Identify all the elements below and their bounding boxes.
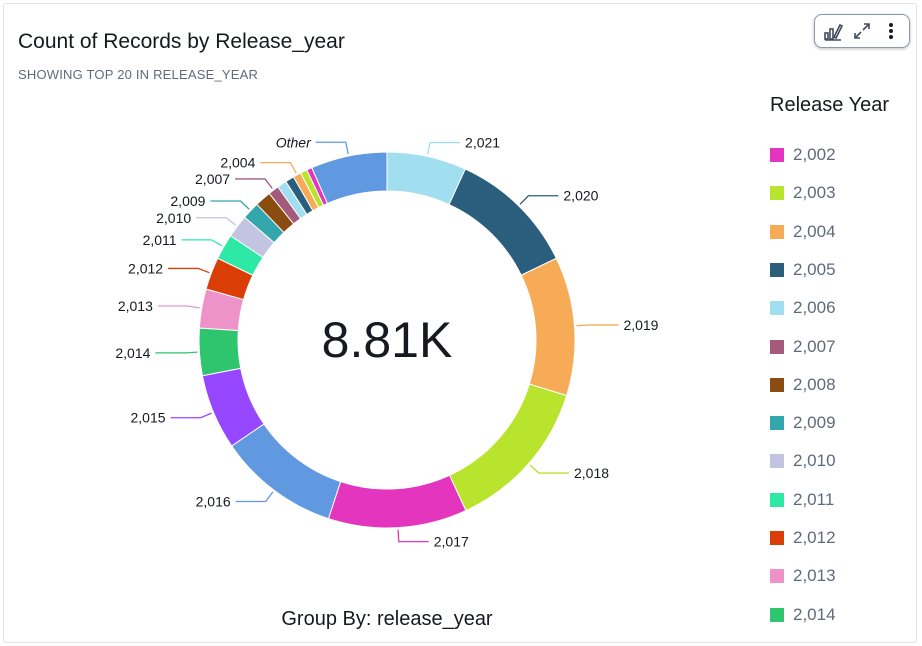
legend-item[interactable]: 2,006 [770,295,910,321]
slice-leader-line [576,324,619,327]
slice-label: 2,015 [131,410,166,426]
legend-label: 2,012 [793,528,836,547]
format-visual-button[interactable] [821,19,845,43]
slice-leader-line [170,412,212,419]
slice-leader-line [181,239,223,247]
visual-title: Count of Records by Release_year [18,30,345,53]
slice-leader-line [155,351,198,354]
more-options-icon [888,23,893,39]
legend-item[interactable]: 2,012 [770,525,910,551]
slice-label: 2,013 [118,298,153,314]
visual-card: Count of Records by Release_year SHOWING… [3,3,917,643]
slice-label: Other [276,134,312,150]
legend-label: 2,007 [793,336,836,356]
legend-swatch [770,148,784,162]
more-options-button[interactable] [879,19,903,43]
format-visual-icon [824,23,844,41]
visual-toolbar [814,14,910,48]
donut-slice[interactable] [327,474,467,529]
legend-item[interactable]: 2,004 [770,219,910,245]
slice-leader-line [397,529,429,543]
legend-swatch [770,454,784,469]
slice-leader-line [260,161,297,174]
legend-item[interactable]: 2,010 [770,448,910,474]
donut-slice[interactable] [231,423,342,520]
legend-label: 2,008 [793,374,836,394]
slice-leader-line [210,200,250,210]
legend-swatch [770,301,784,316]
slice-label: 2,011 [143,232,177,248]
legend-swatch [770,224,784,239]
legend-label: 2,005 [793,259,836,279]
legend-item[interactable]: 2,013 [770,563,910,589]
slice-leader-line [426,141,461,155]
slice-label: 2,017 [434,534,469,550]
legend-swatch [770,186,784,201]
slice-label: 2,018 [574,465,609,481]
slice-leader-line [519,195,559,205]
legend-item[interactable]: 2,014 [770,602,910,628]
expand-button[interactable] [850,19,874,43]
slice-leader-line [168,267,210,274]
legend-swatch [770,262,784,277]
legend-item[interactable]: 2,008 [770,372,910,398]
legend-item[interactable]: 2,009 [770,410,910,436]
legend-swatch [770,377,784,392]
legend-swatch [770,569,784,584]
donut-slice[interactable] [448,383,568,512]
expand-icon [854,23,870,39]
slice-label: 2,004 [220,155,255,171]
slice-leader-line [529,464,570,474]
slice-label: 2,014 [115,345,150,361]
slice-label: 2,010 [156,210,191,226]
legend-label: 2,011 [793,489,835,509]
legend-label: 2,009 [793,413,836,433]
donut-slice[interactable] [311,151,388,205]
legend-item[interactable]: 2,002 [770,142,910,168]
center-total: 8.81K [322,312,453,368]
donut-slice[interactable] [448,168,557,276]
donut-chart: 2,021 2,020 2,019 2,018 2,017 2,016 2,015 2,014… [115,134,658,550]
slice-label: 2,009 [170,193,205,209]
slice-leader-line [315,141,349,155]
legend-label: 2,002 [793,145,836,164]
legend-item[interactable]: 2,007 [770,334,910,360]
slice-leader-line [157,305,200,309]
legend-label: 2,013 [793,566,836,586]
slice-label: 2,016 [196,493,231,509]
slice-leader-line [235,491,274,503]
legend-label: 2,003 [793,183,836,203]
legend-swatch [770,607,784,622]
legend-swatch [770,492,784,507]
legend-item[interactable]: 2,005 [770,257,910,283]
legend-title: Release Year [770,94,889,116]
legend-label: 2,010 [793,451,836,471]
slice-leader-line [196,217,237,226]
legend-label: 2,014 [793,604,836,624]
legend-swatch [770,339,784,354]
slice-label: 2,020 [563,188,598,204]
legend-swatch [770,531,784,545]
legend-swatch [770,416,784,431]
legend-label: 2,004 [793,221,836,241]
slice-label: 2,019 [623,317,658,333]
slice-label: 2,021 [465,135,500,151]
group-by-label: Group By: release_year [281,608,493,630]
visual-subtitle: SHOWING TOP 20 IN RELEASE_YEAR [18,67,259,82]
slice-leader-line [235,178,273,189]
slice-label: 2,012 [128,260,163,276]
donut-slice[interactable] [198,327,242,377]
legend-item[interactable]: 2,003 [770,180,910,206]
legend-item[interactable]: 2,011 [770,487,910,513]
legend-label: 2,006 [793,298,836,318]
donut-slice[interactable] [520,257,576,397]
slice-label: 2,007 [195,171,230,187]
